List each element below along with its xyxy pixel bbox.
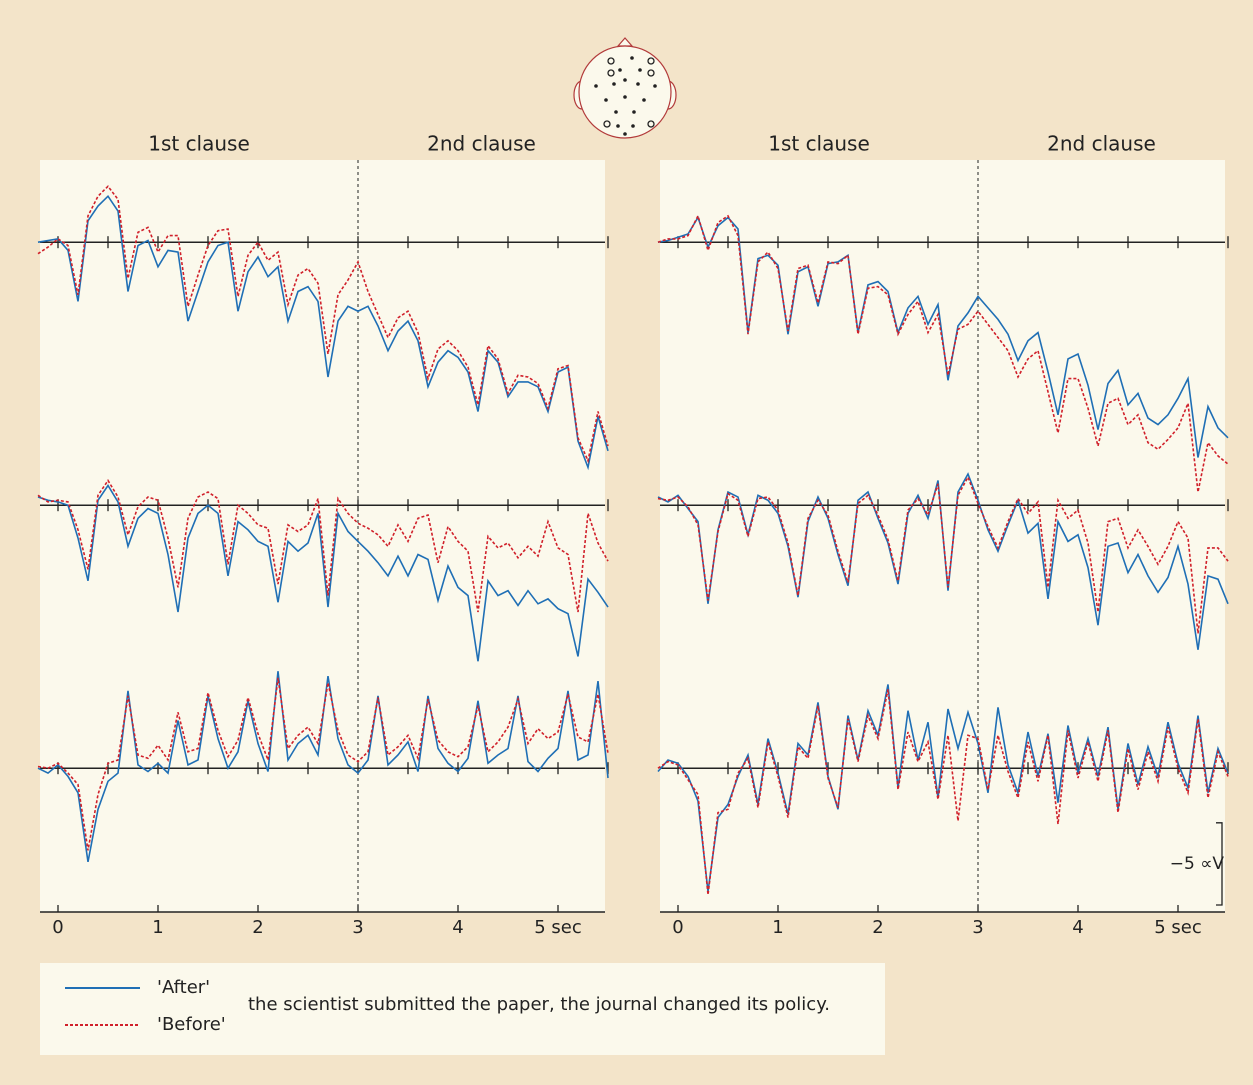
x-tick-label: 4 — [452, 917, 463, 938]
x-tick-label: 0 — [52, 917, 63, 938]
x-tick-label: 2 — [872, 917, 883, 938]
clause-label: 2nd clause — [427, 132, 536, 156]
legend-label: 'After' — [157, 977, 210, 998]
x-tick-label: 0 — [672, 917, 683, 938]
x-tick-label: 4 — [1072, 917, 1083, 938]
head-icon — [574, 38, 676, 138]
clause-label: 1st clause — [148, 132, 250, 156]
x-tick-label: 2 — [252, 917, 263, 938]
x-tick-label: 1 — [152, 917, 163, 938]
clause-label: 2nd clause — [1047, 132, 1156, 156]
page: {"chart_data": [ {"type": "line", "regio… — [0, 0, 1253, 1081]
clause-label: 1st clause — [768, 132, 870, 156]
scale-bar-label: −5 ∝V — [1170, 854, 1225, 874]
x-tick-label: 3 — [352, 917, 363, 938]
legend-caption: the scientist submitted the paper, the j… — [248, 994, 830, 1015]
x-tick-label: 1 — [772, 917, 783, 938]
x-tick-label: 5 sec — [1154, 917, 1202, 938]
x-tick-label: 5 sec — [534, 917, 582, 938]
x-tick-label: 3 — [972, 917, 983, 938]
figure: 1st clause 2nd clause 0 1 2 3 4 5 sec 1st clause… — [0, 0, 1253, 1081]
legend-label: 'Before' — [157, 1014, 226, 1035]
